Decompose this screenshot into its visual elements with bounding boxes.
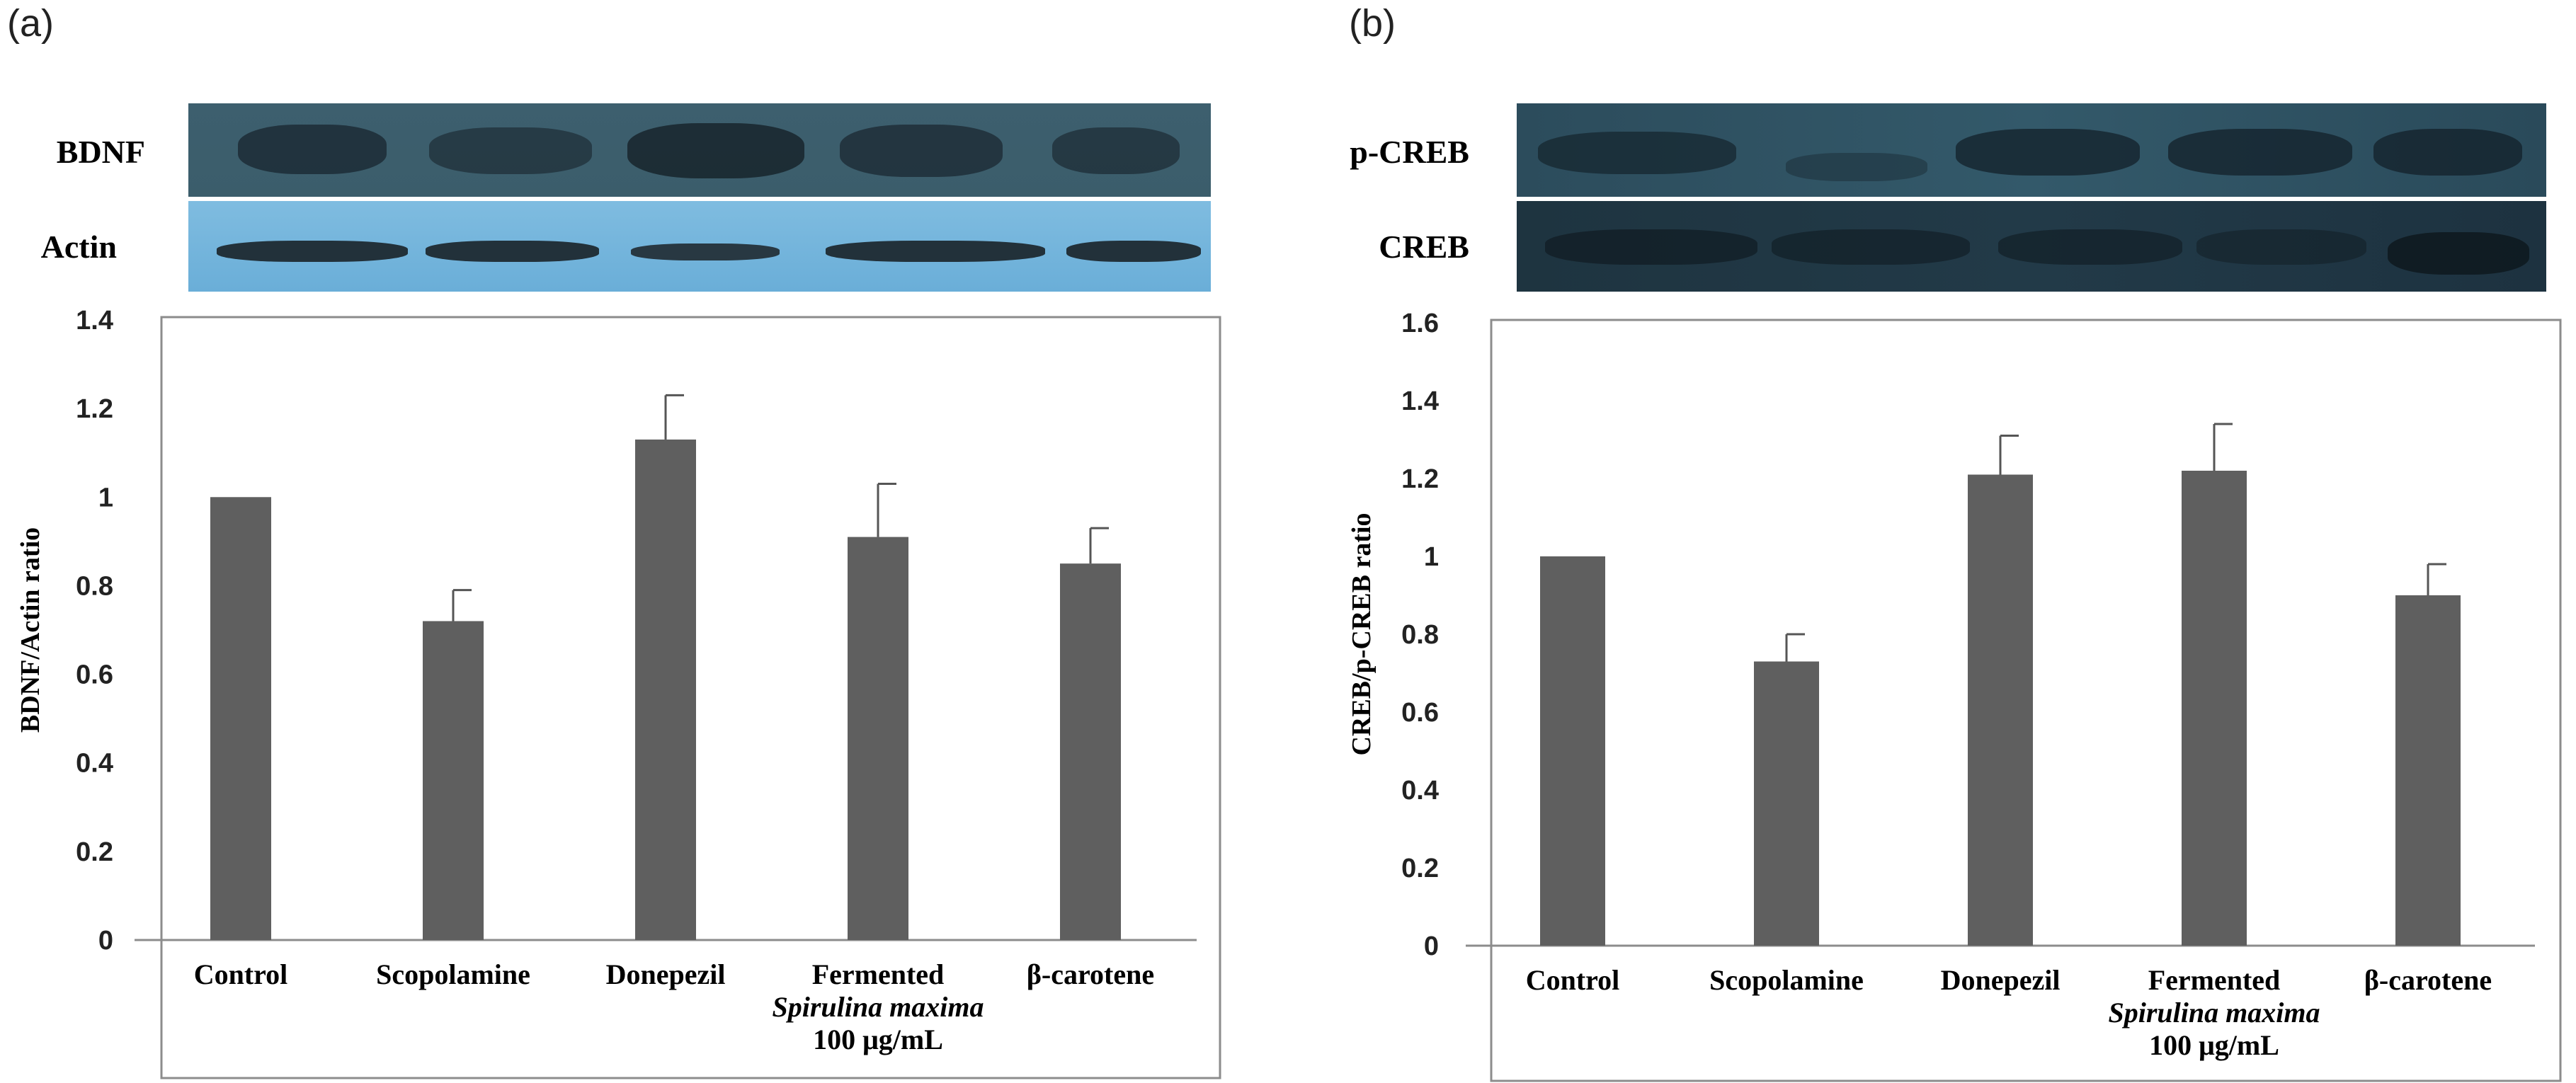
y-tick-label: 1.4 [76, 306, 113, 336]
x-category-label: Control [1526, 964, 1620, 996]
blot-band [1066, 241, 1201, 262]
chart-frame [1490, 319, 2562, 1082]
blot-band [1052, 127, 1180, 174]
blot-band [627, 123, 804, 178]
x-category-label: Donepezil [1941, 964, 2061, 996]
x-category-label: 100 μg/mL [2149, 1029, 2279, 1061]
blot-label-p-creb: p-CREB [1350, 134, 1469, 170]
y-tick-label: 0.4 [76, 749, 113, 779]
blot-label-pcreb: CREB [1379, 229, 1469, 265]
x-category-label: Spirulina maxima [2109, 997, 2320, 1028]
blot-band [840, 125, 1003, 177]
blot-band [429, 127, 592, 174]
blot-band [2168, 129, 2352, 176]
x-category-label: Scopolamine [1709, 964, 1864, 996]
panel-label-b: (b) [1349, 2, 1396, 45]
y-tick-label: 1.2 [76, 394, 113, 424]
blot-band [217, 241, 408, 262]
blot-band [1538, 132, 1736, 174]
bar [2395, 595, 2461, 946]
bar [2182, 471, 2247, 946]
x-category-label: Control [194, 958, 288, 990]
chart-frame [160, 316, 1221, 1079]
x-category-label: Scopolamine [376, 958, 530, 990]
blot-band [2373, 129, 2522, 176]
y-axis-title: BDNF/Actin ratio [16, 527, 45, 733]
bar [1754, 661, 1819, 946]
y-axis-title: CREB/p-CREB ratio [1347, 512, 1377, 755]
blot-label-actin: Actin [40, 229, 117, 265]
blot-band [238, 125, 387, 174]
chart-b: 0 0.2 0.4 0.6 0.8 1 1.2 1.4 1.6 CREB/p-CREB ratio… [1347, 309, 2562, 1082]
y-tick-label: 0.2 [76, 837, 113, 867]
bar [635, 439, 696, 940]
y-tick-label: 0.6 [1401, 698, 1439, 728]
y-tick-label: 0 [98, 926, 113, 956]
western-blot-actin [186, 198, 1214, 294]
y-tick-label: 0.2 [1401, 854, 1439, 883]
x-category-label: Fermented [2148, 964, 2281, 996]
blot-band [426, 241, 599, 262]
x-category-label: Spirulina maxima [773, 991, 984, 1023]
blot-band [826, 241, 1045, 262]
blot-band [1772, 229, 1970, 265]
y-tick-label: 1 [1424, 542, 1439, 572]
y-tick-label: 0.8 [76, 571, 113, 601]
blot-band [631, 243, 780, 260]
y-tick-label: 1 [98, 483, 113, 512]
blot-band [1786, 153, 1927, 181]
x-category-label: Donepezil [606, 958, 726, 990]
y-tick-label: 0.4 [1401, 776, 1439, 806]
x-category-label: β-carotene [2364, 964, 2492, 996]
y-tick-label: 0.8 [1401, 620, 1439, 650]
x-category-label: 100 μg/mL [813, 1024, 943, 1055]
bar [210, 497, 271, 940]
y-tick-label: 0 [1424, 932, 1439, 961]
blot-band [1545, 229, 1757, 265]
bar [1968, 474, 2033, 946]
y-tick-label: 0.6 [76, 660, 113, 690]
y-tick-label: 1.4 [1401, 386, 1439, 416]
blot-label-bdnf: BDNF [56, 134, 145, 170]
y-tick-label: 1.6 [1401, 309, 1439, 338]
bar [1060, 563, 1121, 940]
bar [1540, 556, 1605, 946]
western-blot-creb [1514, 198, 2549, 294]
x-category-label: β-carotene [1027, 958, 1154, 990]
x-category-label: Fermented [812, 958, 945, 990]
bar [848, 537, 908, 940]
western-blot-bdnf [186, 101, 1214, 200]
bar [423, 621, 484, 940]
chart-a: 0 0.2 0.4 0.6 0.8 1 1.2 1.4 BDNF/Actin ratio Cont… [16, 306, 1221, 1079]
blot-band [1956, 129, 2140, 176]
blot-band [2388, 232, 2529, 275]
western-blot-p-creb [1514, 101, 2549, 200]
blot-band [2196, 229, 2366, 265]
blot-band [1998, 229, 2182, 265]
panel-label-a: (a) [7, 2, 54, 45]
y-tick-label: 1.2 [1401, 464, 1439, 494]
